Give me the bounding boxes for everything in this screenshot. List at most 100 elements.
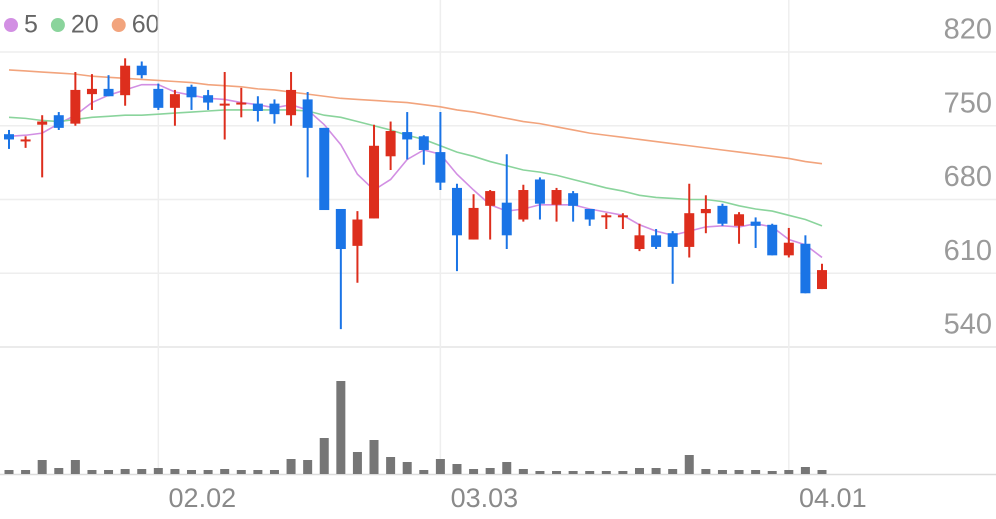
candle-body — [684, 213, 695, 247]
volume-bar — [37, 460, 47, 474]
candle-body — [120, 65, 131, 96]
candle-body — [219, 103, 230, 106]
candle-body — [501, 202, 512, 236]
volume-bar — [253, 470, 263, 474]
volume-bar — [170, 469, 180, 474]
moving-average-line — [8, 69, 823, 165]
volume-bar — [336, 381, 346, 474]
candle-body — [269, 103, 280, 115]
candle-body — [20, 139, 31, 142]
y-tick-label: 750 — [944, 87, 992, 119]
candle-body — [783, 242, 794, 256]
volume-bar — [651, 468, 661, 474]
candle-body — [418, 136, 429, 150]
candle-body — [385, 131, 396, 157]
volume-bar — [21, 470, 31, 474]
y-tick-label: 820 — [944, 14, 992, 46]
candle-body — [817, 270, 827, 290]
volume-bar — [187, 470, 197, 474]
volume-bar — [104, 470, 114, 474]
candle-body — [203, 95, 214, 103]
candle-body — [551, 190, 562, 205]
volume-bar — [303, 460, 313, 474]
candle-body — [435, 152, 446, 183]
candle-body — [153, 88, 164, 108]
volume-bar — [800, 467, 810, 474]
candle-body — [534, 179, 545, 204]
volume-bar — [452, 464, 462, 474]
legend: 5 20 60 — [4, 11, 160, 39]
candle-body — [750, 221, 761, 226]
volume-bar — [767, 471, 777, 474]
volume-bar — [120, 469, 130, 474]
y-tick-label: 680 — [944, 161, 992, 193]
candle-body — [800, 243, 811, 294]
candle-body — [584, 208, 595, 220]
y-tick-label: 540 — [944, 309, 992, 341]
candle-body — [767, 224, 778, 256]
volume-bar — [236, 470, 246, 474]
volume-bar — [419, 470, 429, 474]
legend-label: 5 — [24, 11, 38, 39]
volume-bar — [220, 469, 230, 474]
candle-body — [4, 134, 14, 140]
legend-swatch — [111, 18, 126, 32]
volume-bar — [817, 470, 827, 474]
candle-body — [651, 235, 662, 247]
candle-body — [236, 102, 247, 105]
volume-bar — [70, 460, 80, 474]
legend-swatch — [4, 18, 18, 32]
volume-bar — [784, 470, 794, 474]
candle-body — [169, 94, 180, 108]
candle-body — [717, 205, 728, 224]
volume-bar — [502, 462, 512, 474]
volume-bar — [369, 440, 379, 474]
volume-bar — [319, 438, 329, 474]
candle-body — [53, 115, 64, 128]
volume-bar — [618, 471, 628, 474]
legend-label: 60 — [132, 11, 160, 39]
candle-body — [70, 89, 81, 124]
moving-average-line — [8, 83, 823, 259]
candle-body — [485, 191, 496, 206]
candle-body — [601, 215, 612, 218]
volume-bar — [751, 470, 761, 474]
candle-body — [402, 132, 413, 140]
candle-body — [352, 219, 363, 246]
volume-bar — [435, 459, 445, 474]
moving-average-line — [8, 109, 823, 227]
volume-bar — [386, 457, 396, 474]
volume-bar — [668, 469, 678, 474]
candle-body — [302, 99, 313, 128]
x-tick-label: 04.01 — [799, 483, 867, 513]
volume-bar — [4, 470, 14, 474]
volume-bar — [717, 470, 727, 474]
volume-bar — [601, 471, 611, 474]
candle-body — [103, 88, 114, 97]
volume-bar — [54, 468, 64, 474]
volume-bar — [485, 468, 495, 474]
legend-label: 20 — [71, 11, 99, 39]
candle-body — [568, 193, 579, 206]
volume-bar — [469, 469, 479, 474]
volume-bar — [535, 471, 545, 474]
volume-bar — [203, 470, 213, 474]
candle-body — [335, 208, 346, 250]
candle-body — [468, 207, 479, 240]
x-tick-label: 02.02 — [169, 483, 237, 513]
volume-bar — [352, 452, 362, 474]
candle-body — [451, 187, 462, 236]
candle-body — [252, 103, 263, 111]
y-tick-label: 610 — [944, 235, 992, 267]
volume-bar — [552, 471, 562, 474]
candle-body — [634, 235, 645, 250]
volume-bar — [701, 469, 711, 474]
volume-bar — [286, 459, 296, 474]
volume-bar — [568, 471, 578, 474]
volume-bar — [634, 468, 644, 474]
candle-body — [136, 65, 147, 76]
volume-bar — [269, 470, 279, 474]
candle-body — [37, 121, 48, 125]
candle-body — [617, 215, 628, 218]
